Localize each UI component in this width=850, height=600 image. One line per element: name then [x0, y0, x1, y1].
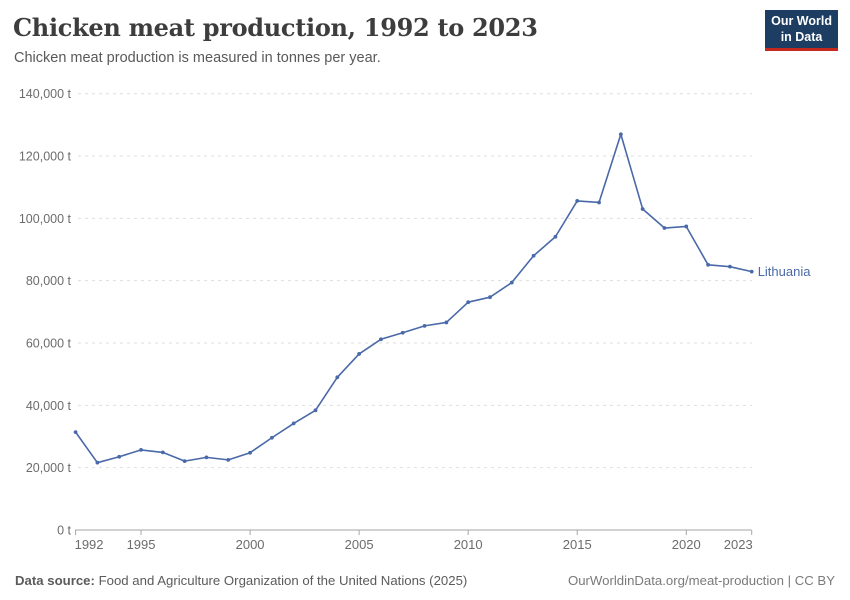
data-point: [226, 457, 231, 462]
chart-title: Chicken meat production, 1992 to 2023: [13, 13, 538, 42]
data-point: [597, 200, 601, 205]
data-point: [662, 226, 667, 230]
chart-subtitle: Chicken meat production is measured in t…: [14, 50, 381, 66]
data-point: [248, 450, 252, 455]
data-point: [160, 450, 165, 455]
data-point: [379, 337, 383, 342]
y-axis-tick-label: 0 t: [57, 524, 71, 538]
x-axis-tick-label: 2010: [454, 537, 483, 552]
data-point: [357, 352, 362, 356]
y-axis-tick-label: 100,000 t: [19, 212, 72, 226]
data-point: [73, 430, 78, 435]
data-point: [313, 408, 318, 413]
data-point: [749, 269, 754, 274]
data-point: [509, 280, 514, 285]
data-point: [204, 455, 209, 460]
entity-label[interactable]: Lithuania: [758, 264, 812, 279]
data-point: [269, 435, 274, 440]
data-point: [706, 262, 710, 267]
y-axis-tick-label: 120,000 t: [19, 150, 72, 164]
data-point: [531, 253, 536, 258]
data-point: [466, 300, 471, 305]
data-point: [727, 264, 732, 269]
owid-logo-line1: Our World: [771, 14, 832, 28]
data-point: [488, 295, 492, 300]
owid-logo-line2: in Data: [780, 29, 823, 44]
data-point: [139, 448, 143, 452]
data-point: [95, 460, 100, 465]
y-axis-tick-label: 60,000 t: [26, 337, 72, 351]
data-point: [291, 421, 296, 426]
x-axis-tick-label: 1992: [75, 537, 104, 552]
data-point: [575, 199, 580, 203]
x-axis-tick-label: 1995: [127, 537, 156, 552]
footer-link[interactable]: OurWorldinData.org/meat-production | CC …: [567, 573, 835, 588]
data-line[interactable]: [74, 133, 753, 464]
data-point: [335, 375, 340, 380]
data-point: [640, 207, 645, 211]
data-source: Data source: Food and Agriculture Organi…: [15, 573, 467, 588]
y-axis-tick-label: 40,000 t: [26, 399, 72, 413]
x-axis-tick-label: 2023: [724, 537, 753, 552]
x-axis-tick-label: 2020: [672, 537, 701, 552]
x-axis-tick-label: 2005: [345, 537, 374, 552]
data-point: [684, 224, 689, 229]
owid-logo[interactable]: Our World in Data: [765, 10, 838, 51]
x-axis-tick-label: 2015: [563, 537, 592, 552]
data-point: [400, 330, 405, 335]
x-axis-tick-label: 2000: [236, 537, 265, 552]
data-source-label: Data source:: [15, 573, 95, 588]
data-source-text: Food and Agriculture Organization of the…: [98, 573, 468, 588]
data-point: [422, 323, 427, 328]
data-point: [117, 454, 122, 459]
data-point: [618, 132, 623, 137]
data-point: [182, 459, 187, 464]
y-axis-tick-label: 20,000 t: [26, 461, 72, 475]
y-axis-tick-label: 80,000 t: [26, 274, 72, 288]
y-axis-tick-label: 140,000 t: [19, 87, 72, 101]
data-point: [553, 234, 558, 239]
data-point: [444, 320, 449, 325]
